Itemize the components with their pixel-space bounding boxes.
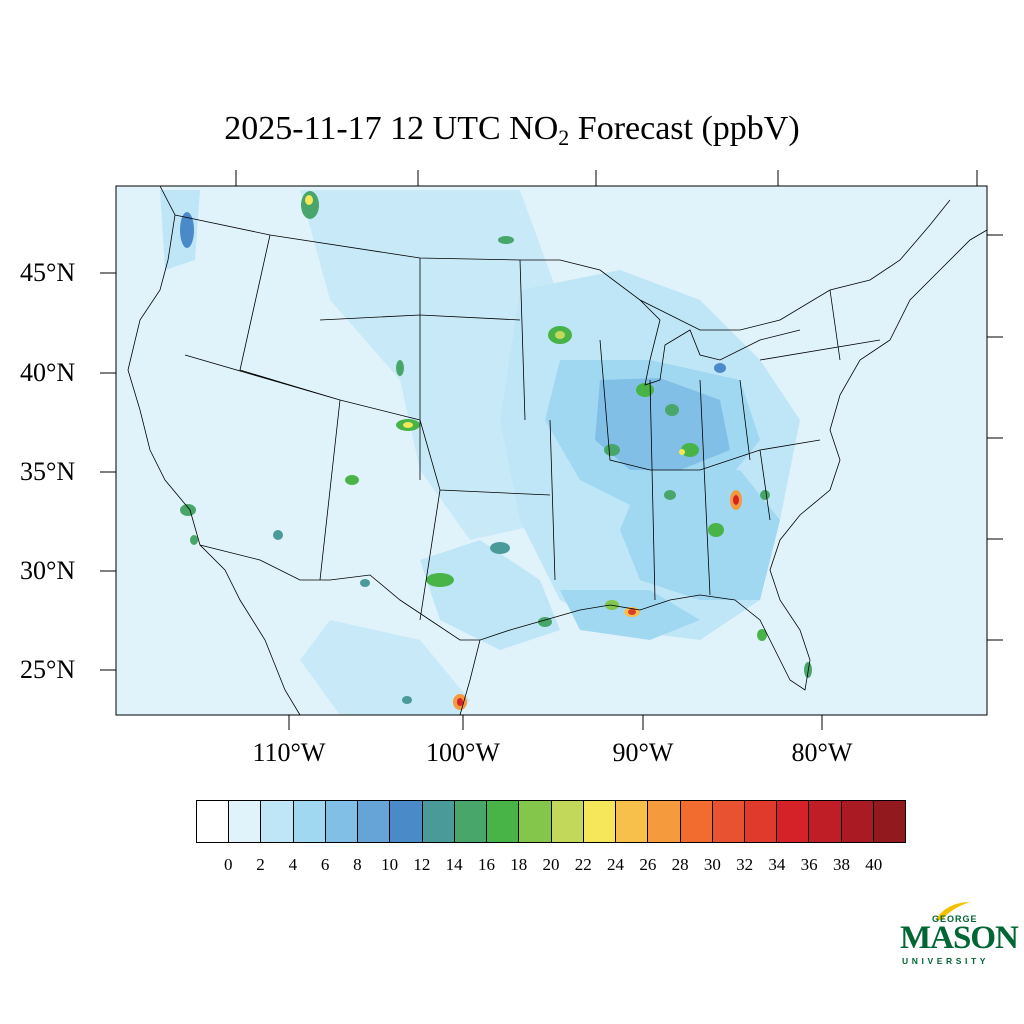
logo-mason: MASON [900,920,1019,956]
colorbar-tick-label: 24 [607,855,625,874]
colorbar-tick-label: 32 [736,855,754,874]
colorbar-box [712,801,745,842]
colorbar-tick-label: 0 [224,855,233,874]
lon-label-100: 100°W [426,738,500,767]
colorbar-tick-label: 36 [800,855,818,874]
hotspot-raleigh [760,490,770,500]
lon-label-80: 80°W [791,738,853,767]
hotspot-salt-lake [396,360,404,376]
colorbar-box [777,801,810,842]
colorbar-tick-label: 12 [413,855,431,874]
colorbar-tick-label: 18 [510,855,528,874]
axis-ticks [100,170,1003,730]
hotspot-houston [538,617,552,627]
colorbar-box [197,801,230,842]
logo-swoosh-icon [936,902,970,920]
hotspot-san-antonio [426,573,454,587]
colorbar [196,800,906,843]
hotspot-la [180,504,196,516]
hotspot-winnipeg [498,236,514,244]
hotspot-birmingham [664,490,676,500]
colorbar-box [616,801,649,842]
hotspot-mexico [402,696,412,704]
colorbar-tick-label: 38 [832,855,850,874]
lat-label-25: 25°N [20,655,76,684]
colorbar-tick-label: 26 [639,855,657,874]
map-frame [115,185,988,716]
hotspot-phoenix [273,530,283,540]
lat-label-45: 45°N [20,258,76,287]
colorbar-box [583,801,617,842]
hotspot-el-paso [360,579,370,587]
colorbar-box [680,801,713,842]
colorbar-box [841,801,874,842]
colorbar-box [390,801,423,842]
colorbar-box [744,801,778,842]
boundaries [127,186,987,715]
lon-label-90: 90°W [612,738,674,767]
colorbar-tick-label: 4 [288,855,298,874]
logo-george: GEORGE [932,914,978,924]
colorbar-tick-label: 6 [320,855,330,874]
hotspot-stlouis [604,444,620,456]
colorbar-box [487,801,520,842]
region-texas [420,540,560,650]
colorbar-box [358,801,391,842]
concentration-field [160,190,812,715]
hotspot-louisville [681,443,699,457]
colorbar-box [454,801,488,842]
colorbar-box [422,801,455,842]
coastline-gulf [459,229,987,715]
colorbar-box [261,801,294,842]
map-title: 2025-11-17 12 UTC NO2 Forecast (ppbV) [224,110,800,150]
hotspot-seattle [180,212,194,248]
colorbar-tick-label: 16 [477,855,495,874]
colorbar-box [648,801,681,842]
coastline-west [127,186,301,715]
colorbar-tick-label: 40 [865,855,883,874]
colorbar-tick-label: 34 [768,855,786,874]
colorbar-tick-label: 30 [703,855,721,874]
gmu-logo: GEORGE MASON UNIVERSITY [898,898,1019,968]
colorbar-box [551,801,584,842]
colorbar-box [325,801,359,842]
hotspot-detroit [714,363,726,373]
region-mexico [300,620,470,715]
border-mexico [199,544,480,641]
hotspot-chicago [636,383,654,397]
great-lakes [639,299,801,386]
hotspot-atlanta [708,523,724,537]
hotspot-albuquerque [345,475,359,485]
colorbar-tick-label: 10 [381,855,399,874]
hotspot-dfw [490,542,510,554]
lat-label-30: 30°N [20,556,76,585]
state-lines [184,234,881,621]
colorbar-tick-label: 14 [445,855,463,874]
hotspot-indianapolis [665,404,679,416]
colorbar-tick-label: 8 [353,855,362,874]
colorbar-box [873,801,906,842]
logo-university: UNIVERSITY [902,956,990,966]
hotspot-tampa [757,629,767,641]
colorbar-box [519,801,552,842]
colorbar-tick-label: 22 [574,855,592,874]
colorbar-labels: 0 2 4 6 8 10 12 14 16 18 20 22 24 26 28 30 32 34 36 38 40 [196,855,906,879]
colorbar-box [229,801,262,842]
colorbar-tick-label: 2 [256,855,265,874]
lat-label-40: 40°N [20,358,76,387]
colorbar-box [809,801,842,842]
lat-label-35: 35°N [20,457,76,486]
hotspot-sd [190,535,198,545]
lon-label-110: 110°W [252,738,326,767]
colorbar-tick-label: 20 [542,855,560,874]
colorbar-tick-label: 28 [671,855,689,874]
border-canada [174,199,951,331]
colorbar-box [293,801,326,842]
